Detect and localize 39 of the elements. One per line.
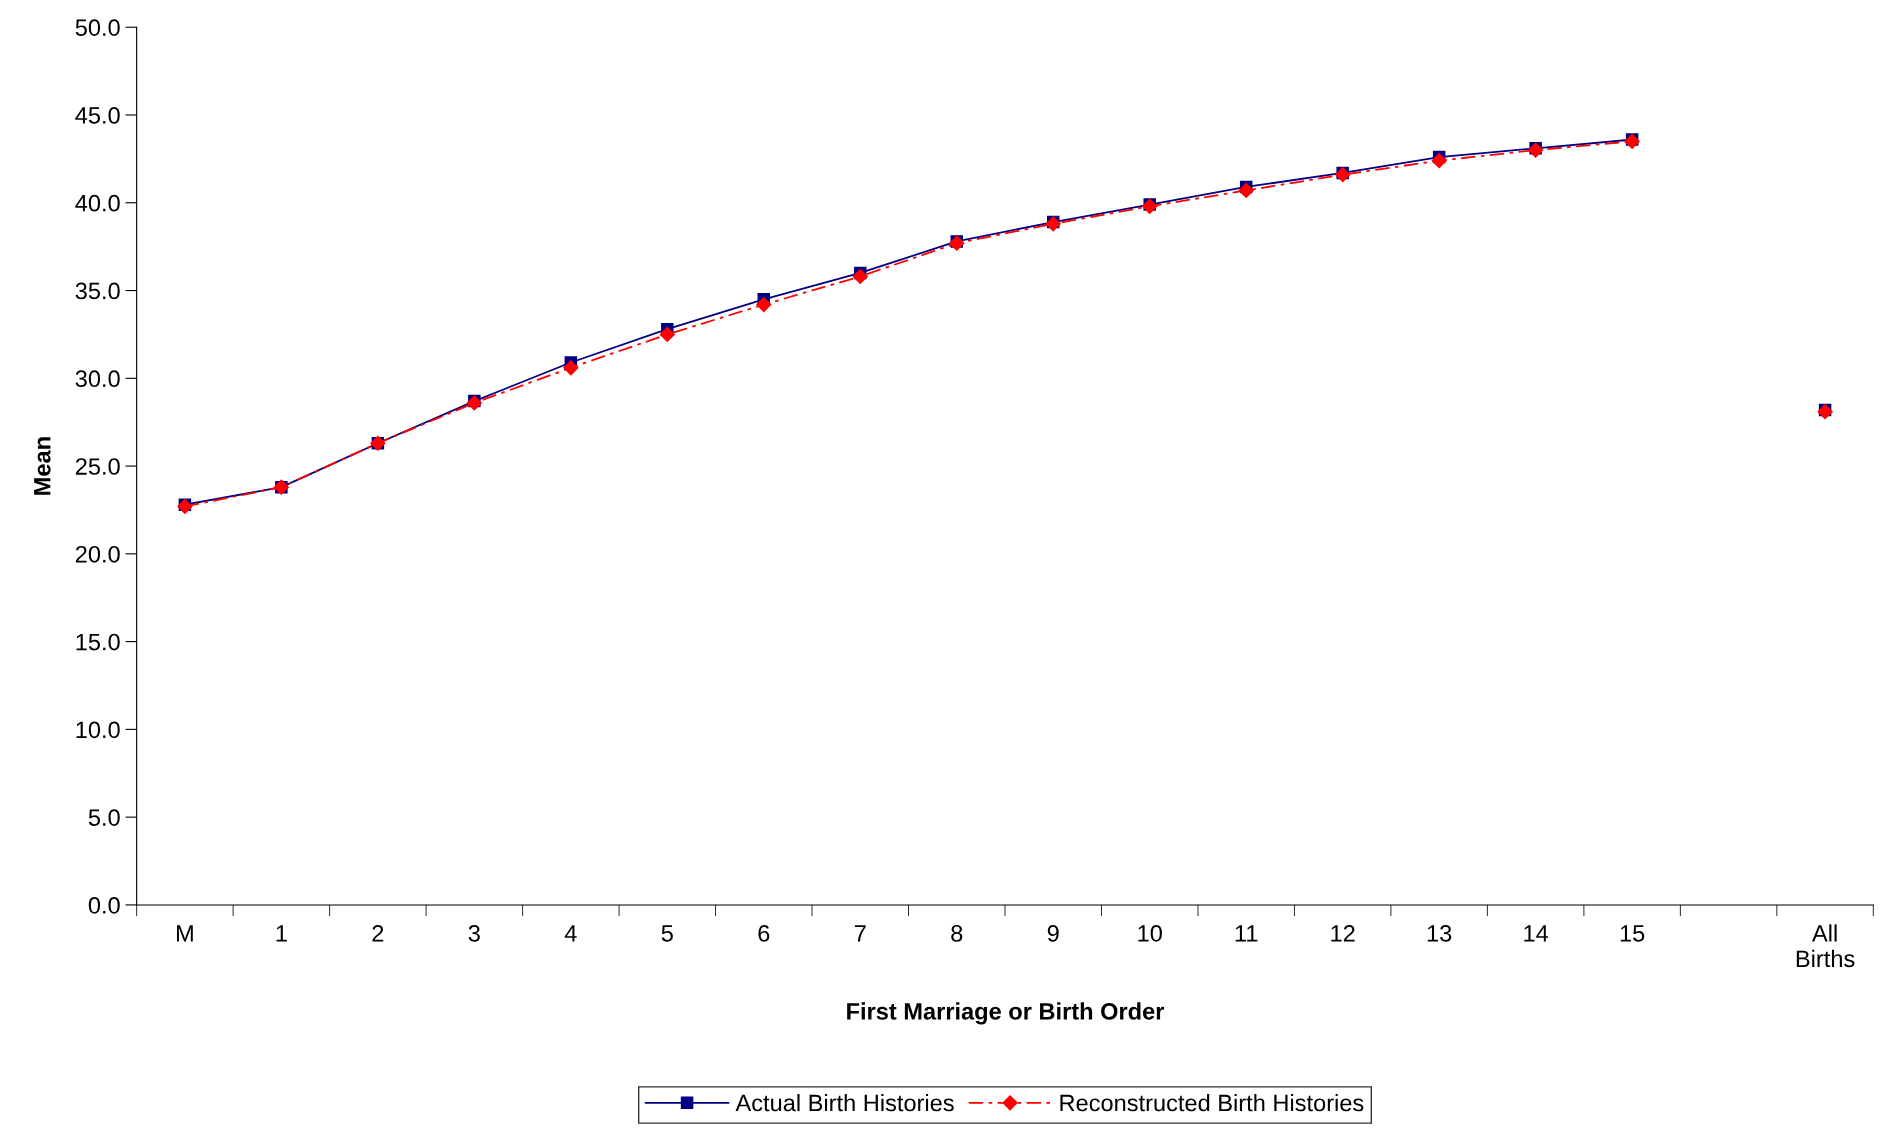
- point: [659, 326, 675, 342]
- x-tick-label: 10: [1138, 925, 1162, 942]
- y-tick-label: 40.0: [75, 194, 120, 212]
- point: [1238, 182, 1254, 199]
- point: [852, 268, 868, 285]
- legend-label: Reconstructed Birth Histories: [1060, 1093, 1364, 1112]
- point: [1431, 153, 1447, 169]
- point: [177, 498, 193, 515]
- y-tick-label: 25.0: [75, 458, 120, 475]
- x-tick-label: 8: [951, 925, 963, 942]
- y-tick-label: 30.0: [75, 370, 120, 388]
- y-tick-label: 45.0: [75, 107, 120, 124]
- y-tick-label: 0.0: [88, 897, 120, 914]
- x-axis-title: First Marriage or Birth Order: [847, 1002, 1165, 1025]
- x-tick-label: 3: [468, 925, 480, 942]
- y-axis-title: Mean: [34, 437, 51, 495]
- y-tick-label: 5.0: [88, 809, 120, 826]
- y-tick-label: 15.0: [76, 633, 120, 651]
- y-tick-label: 20.0: [75, 545, 120, 563]
- x-tick-label: 7: [854, 925, 866, 942]
- x-tick-label: 5: [661, 925, 673, 942]
- x-tick-label: 2: [372, 925, 384, 942]
- x-tick-label: 1: [276, 925, 287, 942]
- y-tick-label: 50.0: [75, 19, 120, 36]
- x-tick-label: 11: [1235, 925, 1258, 942]
- x-tick-label: 9: [1047, 925, 1059, 942]
- x-tick-label: 12: [1331, 925, 1355, 942]
- x-tick-label: 6: [758, 925, 770, 942]
- y-tick-label: 10.0: [76, 721, 120, 739]
- x-tick-label: All Births: [1796, 924, 1855, 968]
- x-tick-label: 15: [1620, 925, 1645, 942]
- x-tick-label: 13: [1427, 925, 1452, 942]
- y-tick-label: 35.0: [75, 282, 120, 300]
- legend-label: Actual Birth Histories: [735, 1093, 954, 1112]
- x-tick-label: 14: [1524, 925, 1549, 942]
- point: [756, 297, 772, 313]
- x-tick-label: M: [177, 925, 193, 942]
- x-tick-label: 4: [564, 925, 577, 942]
- point: [563, 360, 579, 376]
